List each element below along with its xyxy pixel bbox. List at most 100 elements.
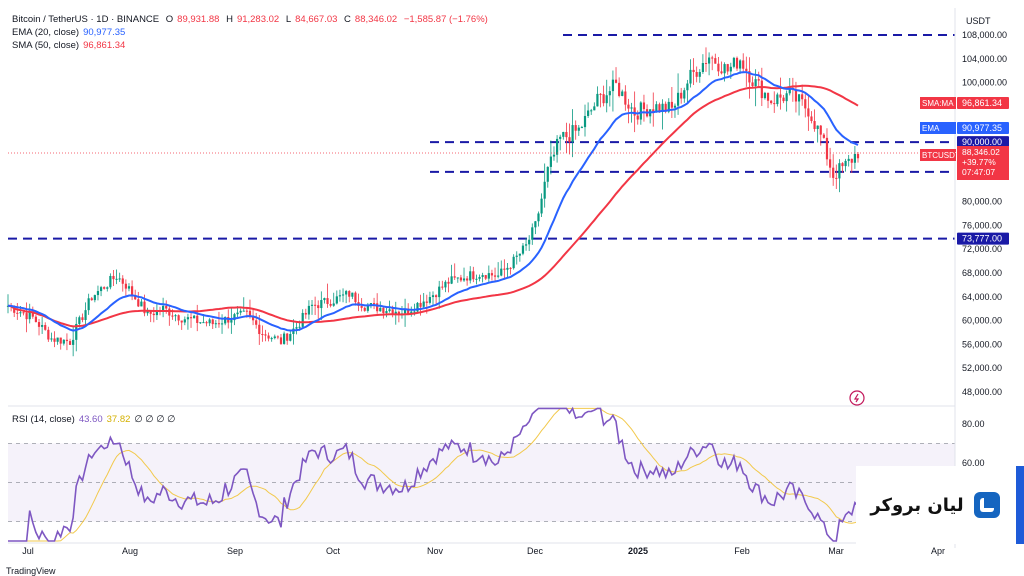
candle — [621, 89, 624, 97]
candle-body — [549, 156, 552, 167]
candle — [698, 69, 701, 83]
time-tick-label: Jul — [22, 546, 34, 556]
candle — [847, 154, 850, 167]
candle — [618, 77, 621, 98]
candle — [62, 339, 65, 346]
candle-body — [739, 60, 742, 69]
candle — [462, 267, 466, 282]
candle-body — [478, 276, 481, 279]
candle — [106, 286, 109, 292]
ema-value-tag: 90,977.35 — [957, 122, 1009, 134]
candle — [65, 333, 69, 351]
candle — [748, 57, 751, 99]
candle-body — [314, 304, 317, 306]
candle — [22, 311, 25, 316]
candle-body — [503, 268, 506, 270]
candle-body — [593, 106, 596, 111]
candle — [652, 92, 655, 127]
candle — [785, 90, 788, 112]
candle — [707, 52, 711, 76]
candle — [155, 304, 159, 321]
candle-body — [19, 312, 22, 314]
candle-body — [621, 91, 624, 96]
candle-body — [279, 337, 283, 344]
candle-body — [828, 159, 832, 168]
candle — [828, 147, 832, 178]
candle-body — [497, 275, 500, 277]
candle — [478, 274, 481, 282]
ohlc-change: −1,585.87 (−1.76%) — [403, 14, 488, 25]
candle — [53, 331, 56, 348]
candle-body — [847, 158, 850, 161]
ema-value-tag-bg — [957, 122, 1009, 134]
candle — [180, 320, 183, 330]
candle-body — [214, 323, 217, 325]
candle — [75, 316, 78, 352]
candle-body — [155, 309, 159, 316]
candle-body — [813, 121, 816, 130]
candle-body — [397, 311, 400, 314]
candle — [735, 56, 739, 71]
candle-body — [571, 125, 574, 142]
candle — [757, 71, 760, 87]
candle — [490, 269, 494, 281]
ema-tag-name-bg — [920, 122, 956, 134]
candle — [37, 319, 41, 336]
legend-rsi[interactable]: RSI (14, close) 43.60 37.82 ∅ ∅ ∅ ∅ — [12, 414, 179, 425]
legend-sma[interactable]: SMA (50, close) 96,861.34 — [12, 40, 129, 51]
ohlc-low-label: L — [285, 14, 292, 25]
candle-body — [143, 301, 146, 314]
candle — [341, 288, 345, 303]
candle-body — [41, 325, 44, 327]
candle — [431, 291, 435, 307]
last-tag-name: BTCUSDT — [922, 151, 960, 160]
candle — [804, 94, 807, 118]
candle — [726, 63, 729, 75]
candle-body — [134, 294, 137, 300]
candle — [332, 292, 335, 307]
candle — [109, 273, 112, 290]
candle-body — [506, 267, 509, 270]
candle — [56, 337, 59, 345]
candle-body — [732, 57, 736, 67]
candle-body — [177, 315, 180, 321]
candle-body — [84, 310, 87, 320]
candle-body — [537, 213, 540, 222]
candle — [627, 98, 630, 124]
candle-body — [788, 87, 791, 94]
rsi-panel — [8, 406, 955, 542]
candle-body — [106, 287, 109, 289]
candle-body — [599, 93, 602, 95]
legend-ema[interactable]: EMA (20, close) 90,977.35 — [12, 27, 129, 38]
candle-body — [630, 107, 633, 109]
candle — [528, 235, 531, 252]
candle-body — [360, 305, 363, 308]
candle-body — [605, 95, 608, 104]
candle-body — [770, 100, 773, 104]
candle — [410, 306, 413, 317]
rsi-tick-label: 80.00 — [962, 419, 985, 429]
candle-body — [422, 301, 425, 307]
candle — [537, 211, 540, 227]
candle-body — [555, 138, 559, 155]
ohlc-open: 89,931.88 — [177, 14, 220, 25]
candle-body — [822, 134, 825, 138]
candle-body — [540, 198, 543, 214]
candle-body — [53, 338, 56, 342]
candle-body — [295, 327, 298, 329]
candle-body — [224, 317, 227, 324]
ema-label: EMA (20, close) — [12, 27, 80, 38]
candle-body — [264, 334, 267, 336]
candle — [763, 91, 767, 100]
candle — [838, 159, 841, 193]
candle-body — [376, 303, 379, 312]
candle — [506, 262, 509, 278]
candle — [267, 332, 270, 342]
candle-body — [515, 255, 518, 257]
candle — [732, 56, 736, 69]
candle-body — [326, 298, 329, 304]
candle — [335, 290, 338, 305]
candle — [34, 314, 38, 323]
candle — [314, 296, 317, 316]
